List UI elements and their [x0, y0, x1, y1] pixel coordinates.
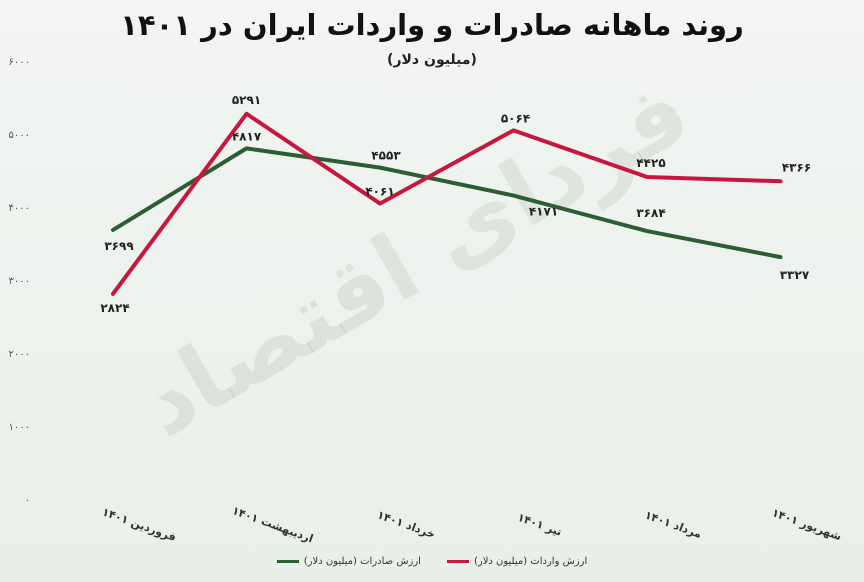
imports-data-label: ۴۰۶۱ — [365, 185, 394, 199]
legend-item-exports: ارزش صادرات (میلیون دلار) — [276, 556, 421, 567]
imports-line — [111, 111, 783, 296]
exports-data-label: ۳۳۲۷ — [780, 268, 810, 282]
x-tick-label: شهریور ۱۴۰۱ — [770, 506, 843, 543]
imports-data-label: ۵۰۶۴ — [501, 111, 530, 125]
x-tick-label: خرداد ۱۴۰۱ — [376, 508, 437, 541]
imports-data-label: ۲۸۲۴ — [100, 301, 129, 315]
exports-point — [645, 229, 649, 233]
exports-line — [111, 146, 783, 260]
imports-point — [111, 292, 115, 296]
exports-data-label: ۴۸۱۷ — [232, 129, 262, 143]
exports-point — [378, 166, 382, 170]
exports-data-label: ۴۵۵۳ — [371, 149, 401, 163]
exports-data-label: ۴۱۷۱ — [529, 205, 558, 219]
y-tick-label: ۱۰۰۰ — [9, 422, 30, 433]
imports-data-label: ۴۴۲۵ — [636, 156, 665, 170]
watermark-text: فردای اقتصاد — [121, 58, 707, 459]
exports-point — [512, 194, 515, 198]
exports-data-label: ۳۶۸۴ — [636, 206, 665, 220]
imports-point — [779, 179, 782, 183]
y-tick-label: ۲۰۰۰ — [9, 349, 30, 360]
y-tick-label: ۰ — [25, 495, 30, 506]
exports-data-label: ۳۶۹۹ — [104, 239, 134, 253]
exports-point — [779, 255, 782, 259]
y-tick-label: ۶۰۰۰ — [9, 57, 30, 68]
imports-data-label: ۵۲۹۱ — [232, 93, 261, 107]
imports-point — [645, 175, 649, 179]
legend-item-imports: ارزش واردات (میلیون دلار) — [446, 556, 588, 567]
y-tick-label: ۴۰۰۰ — [9, 203, 30, 214]
imports-point — [512, 128, 515, 132]
imports-point — [245, 112, 248, 116]
legend: ارزش واردات (میلیون دلار) ارزش صادرات (م… — [0, 556, 864, 567]
x-tick-label: اردیبهشت ۱۴۰۱ — [230, 504, 314, 545]
chart-subtitle: (میلیون دلار) — [387, 52, 477, 68]
legend-swatch-imports — [446, 560, 469, 563]
legend-label-imports: ارزش واردات (میلیون دلار) — [473, 556, 588, 567]
chart-title: روند ماهانه صادرات و واردات ایران در ۱۴۰… — [120, 8, 744, 42]
exports-point — [245, 146, 248, 150]
x-tick-label: فروردین ۱۴۰۱ — [101, 505, 178, 544]
y-tick-label: ۵۰۰۰ — [9, 130, 30, 141]
imports-point — [378, 202, 382, 206]
legend-label-exports: ارزش صادرات (میلیون دلار) — [303, 556, 421, 567]
imports-data-label: ۴۳۶۶ — [782, 160, 811, 174]
legend-swatch-exports — [276, 560, 299, 563]
exports-point — [111, 228, 115, 232]
y-tick-label: ۳۰۰۰ — [9, 276, 30, 287]
x-tick-label: تیر ۱۴۰۱ — [516, 511, 564, 539]
x-tick-label: مرداد ۱۴۰۱ — [643, 508, 703, 541]
